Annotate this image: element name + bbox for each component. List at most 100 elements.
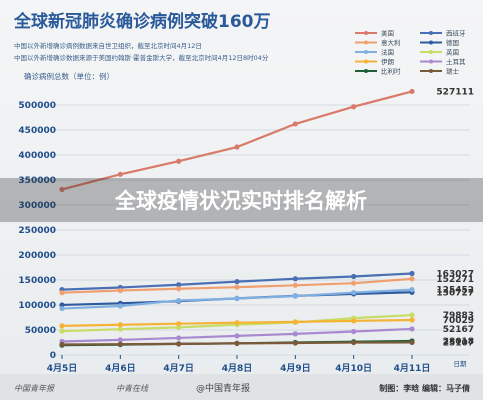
data-point (234, 333, 240, 339)
data-point (176, 282, 182, 288)
data-point (234, 340, 240, 346)
x-tick-label: 4月6日 (105, 363, 136, 374)
data-point (117, 341, 123, 347)
y-tick-label: 0 (50, 351, 56, 361)
x-tick-label: 4月11日 (394, 363, 431, 374)
data-point (409, 326, 415, 332)
legend-label: 比利时 (381, 67, 401, 76)
data-point (176, 341, 182, 347)
logo-cyol: 中青在线 (116, 384, 149, 393)
data-point (59, 323, 65, 329)
data-point (292, 319, 298, 325)
x-tick-label: 4月10日 (335, 363, 372, 374)
data-point (117, 337, 123, 343)
end-value-label: 25107 (443, 338, 474, 348)
x-axis-suffix: 日期 (454, 360, 468, 368)
data-point (234, 284, 240, 290)
legend-label: 德国 (446, 38, 459, 47)
data-point (292, 276, 298, 282)
data-point (351, 328, 357, 335)
x-axis-ticks: 4月5日 4月6日 4月7日 4月8日 4月9日 4月10日 4月11日 日期 (47, 355, 467, 374)
caption-band (0, 178, 483, 222)
x-tick-label: 4月8日 (222, 363, 253, 374)
data-point (176, 297, 182, 304)
data-point (351, 339, 357, 346)
data-point (59, 305, 65, 312)
data-point (59, 186, 65, 193)
legend-marker (429, 40, 433, 45)
y-tick-label: 500000 (18, 101, 56, 111)
data-point (292, 121, 298, 127)
data-point (117, 326, 123, 332)
legend-marker (364, 69, 368, 73)
credits: 制图：李晗 编辑：马子倩 (379, 383, 470, 393)
data-point (234, 320, 240, 326)
data-point (409, 317, 415, 323)
y-tick-label: 350000 (18, 176, 56, 186)
data-point (351, 318, 357, 324)
subtitle-line-2: 中国以外新增确诊数据来源于美国约翰斯·霍普金斯大学，截至北京时间4月12日8时0… (14, 53, 269, 62)
end-value-label: 70029 (443, 316, 474, 326)
legend-label: 意大利 (381, 38, 401, 47)
legend-marker (429, 31, 433, 35)
data-point (351, 104, 357, 110)
data-point (292, 293, 298, 299)
data-point (59, 341, 65, 348)
data-point (409, 287, 415, 293)
end-value-label: 125452 (436, 286, 474, 296)
legend-label: 法国 (381, 48, 394, 57)
data-point (351, 289, 357, 296)
legend-marker (429, 69, 433, 73)
footer-bar (0, 374, 483, 400)
data-point (59, 328, 65, 334)
legend-marker (429, 59, 433, 64)
legend-marker (364, 59, 368, 64)
end-value-label: 152271 (436, 275, 474, 285)
legend-label: 瑞士 (446, 67, 460, 76)
subtitle-line-1: 中国以外新增确诊病例数据来自世卫组织，截至北京时间4月12日 (14, 41, 202, 50)
data-point (292, 331, 298, 337)
y-axis-ticks: 0 50000 100000 150000 200000 250000 300000 3500… (18, 101, 56, 361)
data-point (176, 321, 182, 327)
data-point (292, 282, 298, 288)
data-point (234, 295, 240, 302)
y-tick-label: 300000 (18, 201, 56, 211)
data-point (409, 88, 415, 95)
data-point (409, 312, 415, 318)
data-point (409, 270, 415, 277)
end-value-label: 79883 (443, 311, 474, 321)
series-lines (59, 88, 415, 348)
logo-cyd: 中国青年报 (14, 384, 55, 393)
y-tick-label: 150000 (18, 276, 56, 286)
y-tick-label: 250000 (18, 226, 56, 236)
end-value-label: 28018 (443, 337, 474, 347)
series-line (61, 90, 413, 191)
data-point (292, 340, 298, 346)
y-axis-unit-label: 确诊病例总数（单位：例） (24, 71, 114, 81)
x-tick-label: 4月5日 (47, 363, 78, 374)
data-point (117, 287, 123, 294)
legend-label: 英国 (446, 48, 459, 57)
data-point (234, 279, 240, 285)
legend-label: 西班牙 (446, 29, 466, 38)
data-point (117, 171, 123, 177)
end-value-label: 527111 (436, 87, 474, 97)
y-tick-label: 100000 (18, 301, 56, 311)
legend-marker (364, 40, 368, 45)
chart-title: 全球新冠肺炎确诊病例突破160万 (13, 11, 271, 32)
y-tick-label: 450000 (18, 126, 56, 136)
data-point (176, 158, 182, 164)
legend-marker (364, 50, 368, 54)
data-point (351, 280, 357, 286)
end-value-label: 130727 (436, 288, 474, 298)
legend-label: 土耳其 (446, 57, 466, 66)
legend-marker (364, 31, 368, 35)
end-value-label: 163027 (436, 269, 474, 279)
gridlines (50, 104, 470, 356)
data-point (117, 303, 123, 309)
data-point (351, 273, 357, 280)
